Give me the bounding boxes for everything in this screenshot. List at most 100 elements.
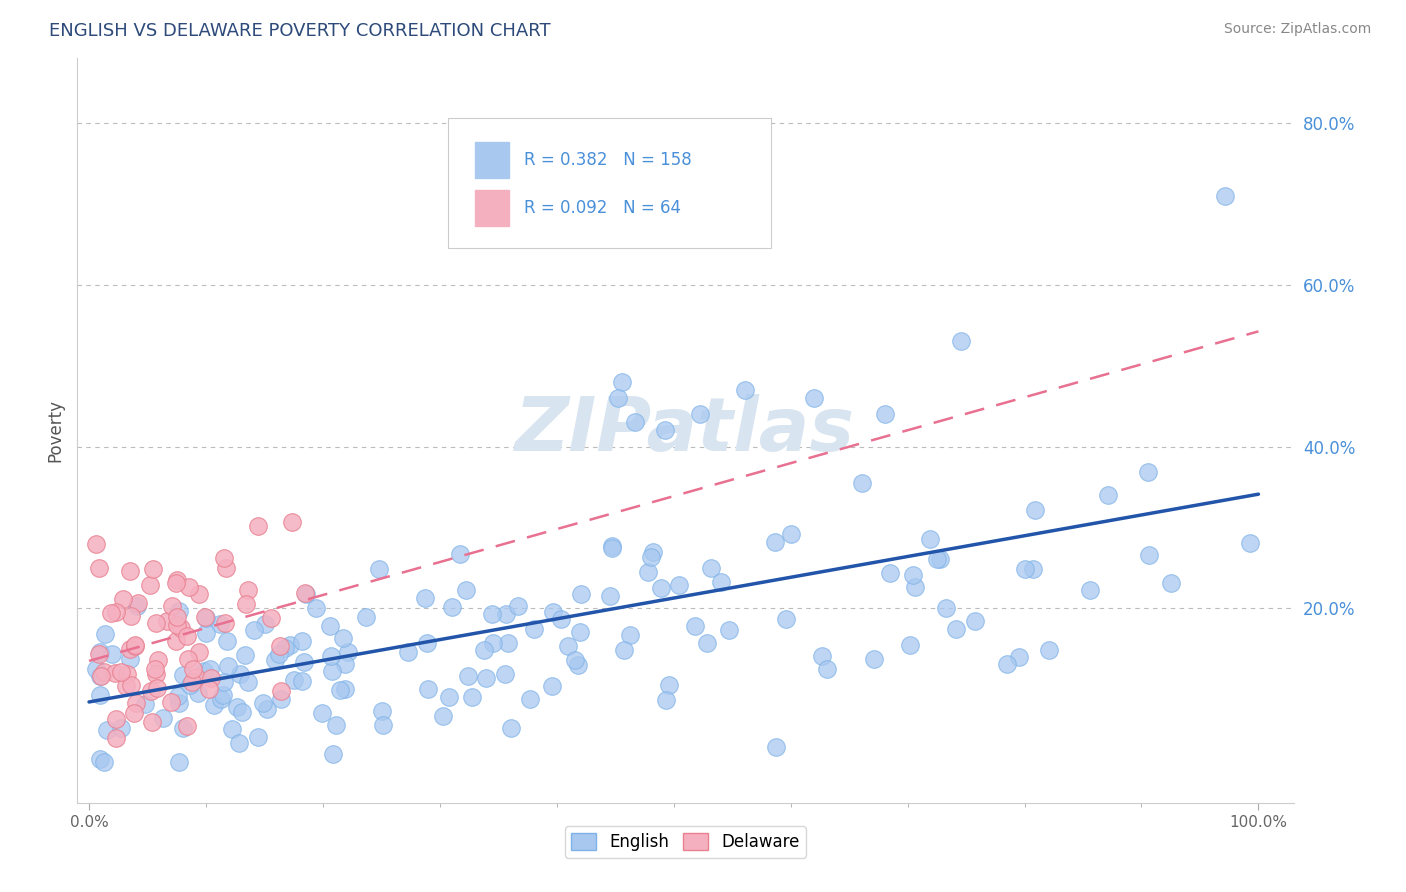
Point [165,576,187,591]
Point [1078,582,1101,597]
Point [640,550,662,565]
Point [89,752,111,766]
Bar [475,190,509,226]
Point [1097,488,1119,502]
Point [120,564,142,578]
Point [495,607,517,621]
Point [641,544,664,558]
Point [283,673,305,688]
Point [335,681,357,696]
Point [292,655,315,669]
Point [291,633,314,648]
Point [118,652,141,666]
Point [145,616,167,631]
Point [252,696,274,710]
Point [236,675,259,690]
Point [811,649,834,664]
Point [441,600,464,615]
Point [179,678,201,692]
Point [167,696,190,710]
Point [145,681,167,695]
Point [270,683,292,698]
Point [413,591,436,605]
Point [305,600,328,615]
Point [87,561,110,575]
Point [89,669,111,683]
Point [710,575,733,590]
Point [184,670,207,684]
Point [187,686,209,700]
Point [134,697,156,711]
Point [332,631,354,645]
Point [416,636,439,650]
Point [1213,188,1236,202]
Point [215,561,238,575]
Point [333,657,356,672]
Point [193,664,215,678]
Point [564,653,586,667]
Point [920,532,942,546]
Point [325,718,347,732]
Point [105,712,128,726]
Point [269,639,291,653]
Point [235,597,257,611]
Point [177,580,200,594]
Point [212,688,235,702]
Point [141,715,163,730]
Point [84,537,107,551]
Point [274,640,297,655]
Point [863,651,886,665]
Point [606,391,628,405]
Point [101,647,124,661]
Point [152,711,174,725]
Point [1014,561,1036,575]
Point [499,721,522,735]
Point [496,636,519,650]
Point [481,607,503,621]
Point [321,648,343,663]
Point [734,383,756,397]
Point [264,652,287,666]
Point [118,641,141,656]
Point [371,718,394,732]
Point [519,691,541,706]
Point [167,604,190,618]
Point [170,621,193,635]
Point [696,636,718,650]
Point [221,722,243,736]
Point [231,705,253,719]
Point [145,667,167,681]
Point [139,578,162,592]
Point [650,581,672,595]
Point [541,679,564,693]
Point [1160,576,1182,591]
Point [432,709,454,723]
Point [200,662,222,676]
Point [600,541,623,555]
Point [236,582,259,597]
Point [482,636,505,650]
Point [668,578,690,592]
Point [851,475,873,490]
Point [172,721,194,735]
Point [494,667,516,681]
Point [114,679,136,693]
Point [449,547,471,561]
Point [172,668,194,682]
Point [104,666,127,681]
Point [612,375,634,389]
Point [683,619,706,633]
Point [1239,536,1261,550]
Point [195,626,218,640]
Point [461,690,484,704]
Point [1038,642,1060,657]
Point [177,651,200,665]
Point [437,690,460,704]
Point [212,551,235,566]
Point [110,722,132,736]
Point [156,614,179,628]
Point [176,719,198,733]
Legend: English, Delaware: English, Delaware [565,826,806,858]
Point [89,669,111,683]
Point [278,638,301,652]
